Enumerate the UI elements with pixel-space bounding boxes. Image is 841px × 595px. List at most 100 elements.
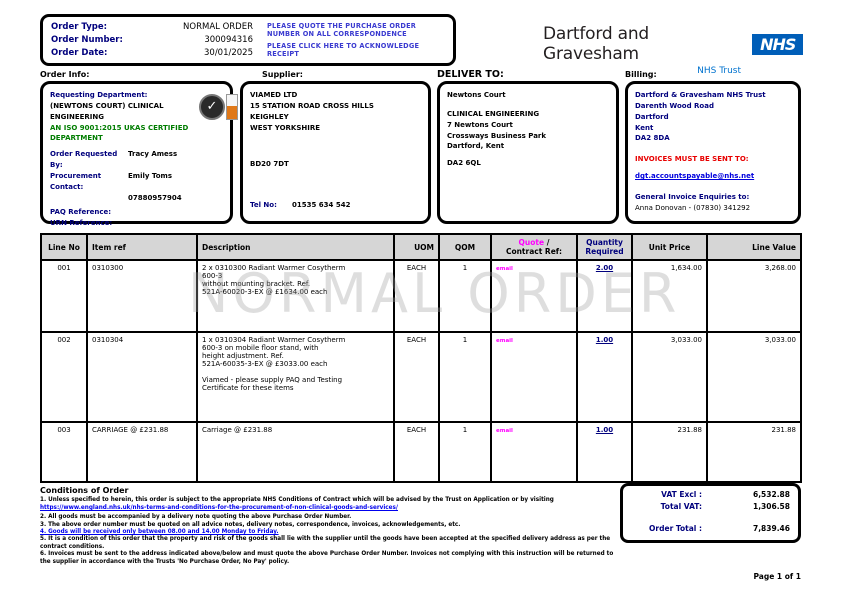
order-info-section-label: Order Info: bbox=[40, 70, 90, 79]
condition-3: 3. The above order number must be quoted… bbox=[40, 521, 461, 528]
billing-box: Dartford & Gravesham NHS Trust Darenth W… bbox=[625, 81, 801, 224]
row1-quote-ref: email bbox=[490, 259, 578, 333]
col-header-qom: QOM bbox=[438, 233, 492, 261]
row1-line-value: 3,268.00 bbox=[706, 259, 802, 333]
supplier-address1: 15 STATION ROAD CROSS HILLS bbox=[250, 101, 374, 110]
vat-excl-value: 6,532.88 bbox=[752, 490, 790, 499]
row2-unit-price: 3,033.00 bbox=[631, 331, 708, 423]
billing-line4: Kent bbox=[635, 123, 654, 132]
row2-qom: 1 bbox=[438, 331, 492, 423]
row3-qom: 1 bbox=[438, 421, 492, 483]
order-header-notices: PLEASE QUOTE THE PURCHASE ORDER NUMBER O… bbox=[253, 22, 445, 58]
order-type-label: Order Type: bbox=[51, 22, 107, 32]
order-total-value: 7,839.46 bbox=[752, 524, 790, 533]
supplier-address3: WEST YORKSHIRE bbox=[250, 123, 321, 132]
order-type-value: NORMAL ORDER bbox=[183, 22, 253, 32]
invoice-enquiries-contact: Anna Donovan - (07830) 341292 bbox=[635, 203, 751, 212]
acknowledge-receipt-link[interactable]: PLEASE CLICK HERE TO ACKNOWLEDGE RECEIPT bbox=[267, 42, 420, 58]
row2-quote-ref-tag: email bbox=[496, 338, 513, 344]
requested-by-label: Order Requested By: bbox=[50, 150, 118, 170]
order-header-box: Order Type: Order Number: Order Date: NO… bbox=[40, 14, 456, 66]
row3-quote-ref-tag: email bbox=[496, 428, 513, 434]
items-table: Line No Item ref Description UOM QOM Quo… bbox=[40, 233, 802, 483]
billing-section-label: Billing: bbox=[625, 70, 657, 79]
accounts-payable-email-link[interactable]: dgt.accountspayable@nhs.net bbox=[635, 172, 755, 181]
deliver-address1: 7 Newtons Court bbox=[447, 120, 513, 129]
procurement-phone: 07880957904 bbox=[128, 193, 182, 202]
row3-unit-price: 231.88 bbox=[631, 421, 708, 483]
trust-name: Dartford and Gravesham bbox=[543, 24, 650, 64]
totals-box: VAT Excl : 6,532.88 Total VAT: 1,306.58 … bbox=[620, 483, 801, 543]
row1-item-ref: 0310300 bbox=[86, 259, 198, 333]
row1-line-no: 001 bbox=[40, 259, 88, 333]
order-total-label: Order Total : bbox=[649, 524, 702, 533]
order-header-labels: Order Type: Order Number: Order Date: bbox=[51, 22, 143, 58]
iso-certified-line: AN ISO 9001:2015 UKAS CERTIFIED DEPARTME… bbox=[50, 123, 189, 143]
nhs-trust-label: NHS Trust bbox=[697, 66, 741, 76]
col-header-quantity-required: Quantity Required bbox=[576, 233, 633, 261]
row3-qty-required: 1.00 bbox=[576, 421, 633, 483]
requesting-dept-label: Requesting Department: bbox=[50, 91, 148, 99]
row2-description: 1 x 0310304 Radiant Warmer Cosytherm 600… bbox=[196, 331, 395, 423]
table-row: 002 0310304 1 x 0310304 Radiant Warmer C… bbox=[40, 331, 802, 423]
order-date-value: 30/01/2025 bbox=[204, 48, 253, 58]
ukas-mark-icon bbox=[226, 94, 238, 120]
supplier-postcode: BD20 7DT bbox=[250, 160, 289, 169]
row2-line-no: 002 bbox=[40, 331, 88, 423]
col-header-line-no: Line No bbox=[40, 233, 88, 261]
row1-quote-ref-tag: email bbox=[496, 266, 513, 272]
deliver-address3: Dartford, Kent bbox=[447, 142, 505, 151]
row2-item-ref: 0310304 bbox=[86, 331, 198, 423]
invoices-notice: INVOICES MUST BE SENT TO: bbox=[635, 155, 749, 164]
order-number-value: 300094316 bbox=[204, 35, 253, 45]
table-row: 003 CARRIAGE @ £231.88 Carriage @ £231.8… bbox=[40, 421, 802, 483]
row1-qom: 1 bbox=[438, 259, 492, 333]
col-header-item-ref: Item ref bbox=[86, 233, 198, 261]
procurement-contact-label: Procurement Contact: bbox=[50, 171, 102, 191]
col-header-uom: UOM bbox=[393, 233, 440, 261]
row1-uom: EACH bbox=[393, 259, 440, 333]
conditions-of-order: Conditions of Order 1. Unless specified … bbox=[40, 486, 618, 566]
table-row: 001 0310300 2 x 0310300 Radiant Warmer C… bbox=[40, 259, 802, 333]
col-header-description: Description bbox=[196, 233, 395, 261]
col-header-unit-price: Unit Price bbox=[631, 233, 708, 261]
condition-2: 2. All goods must be accompanied by a de… bbox=[40, 514, 352, 521]
supplier-box: VIAMED LTD 15 STATION ROAD CROSS HILLS K… bbox=[240, 81, 431, 224]
nhs-terms-link[interactable]: https://www.england.nhs.uk/nhs-terms-and… bbox=[40, 504, 398, 511]
row3-item-ref: CARRIAGE @ £231.88 bbox=[86, 421, 198, 483]
row3-uom: EACH bbox=[393, 421, 440, 483]
billing-line3: Dartford bbox=[635, 112, 669, 121]
invoice-enquiries-label: General Invoice Enquiries to: bbox=[635, 192, 750, 201]
supplier-tel-label: Tel No: bbox=[250, 201, 277, 210]
condition-1: 1. Unless specified to herein, this orde… bbox=[40, 497, 554, 504]
supplier-section-label: Supplier: bbox=[262, 70, 303, 79]
contract-ref-header: Contract Ref: bbox=[505, 247, 563, 256]
deliver-site: Newtons Court bbox=[447, 91, 506, 99]
requested-by-value: Tracy Amess bbox=[128, 150, 178, 159]
row2-quote-ref: email bbox=[490, 331, 578, 423]
row3-line-no: 003 bbox=[40, 421, 88, 483]
requesting-dept-value: (NEWTONS COURT) CLINICAL ENGINEERING bbox=[50, 101, 164, 121]
deliver-address2: Crossways Business Park bbox=[447, 131, 547, 140]
deliver-to-box: Newtons Court CLINICAL ENGINEERING 7 New… bbox=[437, 81, 619, 224]
row1-unit-price: 1,634.00 bbox=[631, 259, 708, 333]
row2-line-value: 3,033.00 bbox=[706, 331, 802, 423]
row1-description: 2 x 0310300 Radiant Warmer Cosytherm 600… bbox=[196, 259, 395, 333]
row3-line-value: 231.88 bbox=[706, 421, 802, 483]
billing-line2: Darenth Wood Road bbox=[635, 101, 714, 110]
col-header-line-value: Line Value bbox=[706, 233, 802, 261]
order-date-label: Order Date: bbox=[51, 48, 108, 58]
check-icon: ✓ bbox=[199, 94, 225, 120]
condition-6: 6. Invoices must be sent to the address … bbox=[40, 551, 614, 565]
order-number-label: Order Number: bbox=[51, 35, 123, 45]
supplier-address2: KEIGHLEY bbox=[250, 112, 289, 121]
iso-certification-badge: ✓ bbox=[199, 94, 239, 121]
deliver-dept: CLINICAL ENGINEERING bbox=[447, 109, 540, 118]
total-vat-value: 1,306.58 bbox=[752, 502, 790, 511]
deliver-postcode: DA2 6QL bbox=[447, 159, 481, 168]
condition-5: 5. It is a condition of this order that … bbox=[40, 536, 611, 550]
total-vat-label: Total VAT: bbox=[660, 502, 702, 511]
conditions-title: Conditions of Order bbox=[40, 486, 129, 495]
vat-excl-label: VAT Excl : bbox=[661, 490, 702, 499]
